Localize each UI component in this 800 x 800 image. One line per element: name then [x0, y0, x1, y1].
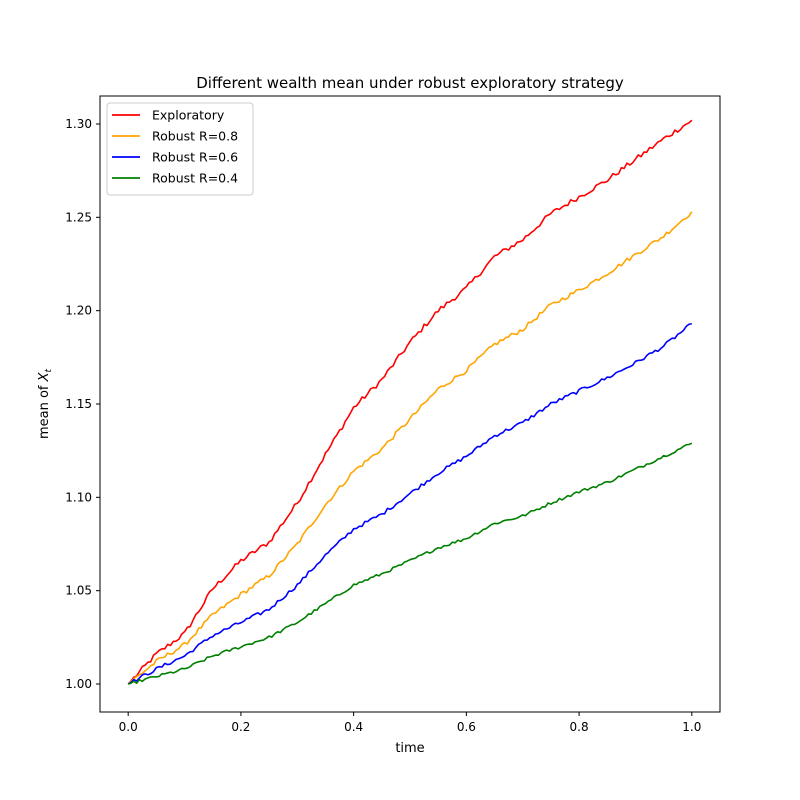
y-tick-label: 1.00: [65, 677, 92, 691]
legend-entry-label: Robust R=0.6: [152, 150, 238, 165]
y-tick-label: 1.20: [65, 304, 92, 318]
y-axis-label-var: X: [37, 371, 52, 382]
y-tick-label: 1.05: [65, 584, 92, 598]
x-tick-label: 0.2: [231, 720, 250, 734]
x-tick-label: 0.8: [570, 720, 589, 734]
series-line-2: [127, 211, 693, 685]
x-tick-label: 1.0: [682, 720, 701, 734]
x-tick-label: 0.6: [457, 720, 476, 734]
legend-entry-label: Robust R=0.8: [152, 129, 238, 144]
y-axis-label-sub: t: [44, 368, 54, 372]
y-tick-label: 1.10: [65, 490, 92, 504]
y-axis-label-prefix: mean of: [37, 381, 52, 439]
legend: Exploratory Robust R=0.8 Robust R=0.6 Robus…: [106, 102, 254, 196]
y-axis-ticks: 1.00 1.05 1.10 1.15 1.20 1.25 1.30: [65, 117, 100, 691]
y-tick-label: 1.25: [65, 210, 92, 224]
chart-title: Different wealth mean under robust explo…: [196, 74, 624, 92]
x-tick-label: 0.4: [344, 720, 363, 734]
x-axis-ticks: 0.0 0.2 0.4 0.6 0.8 1.0: [119, 712, 701, 734]
plot-lines: [127, 119, 693, 685]
y-axis-label: mean of Xt: [37, 368, 54, 439]
series-line-4: [127, 442, 693, 685]
legend-entry-label: Robust R=0.4: [152, 171, 238, 186]
series-line-3: [127, 322, 692, 685]
y-tick-label: 1.30: [65, 117, 92, 131]
x-tick-label: 0.0: [119, 720, 138, 734]
x-axis-label: time: [395, 741, 424, 756]
legend-box: [106, 102, 254, 196]
legend-entry-label: Exploratory: [152, 108, 225, 123]
y-tick-label: 1.15: [65, 397, 92, 411]
series-line-1: [127, 119, 693, 685]
